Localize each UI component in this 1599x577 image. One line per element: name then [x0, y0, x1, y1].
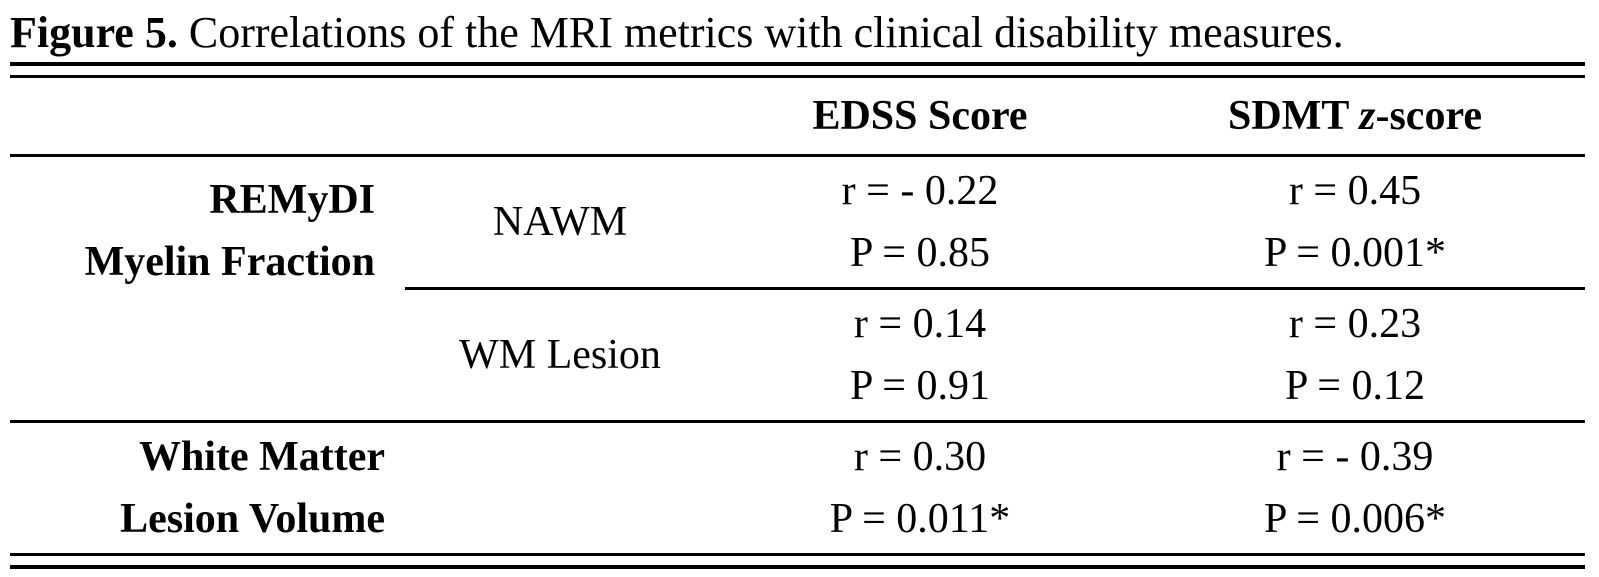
group-label-line2: Myelin Fraction — [84, 239, 375, 285]
cell-wmlesion-edss: r = 0.14 P = 0.91 — [715, 290, 1125, 423]
p-value-nawm-edss: P = 0.85 — [850, 230, 990, 276]
cell-wmlv-sdmt: r = - 0.39 P = 0.006* — [1125, 423, 1585, 553]
column-header-sdmt-text: SDMT z-score — [1228, 91, 1482, 141]
cell-wmlesion-sdmt: r = 0.23 P = 0.12 — [1125, 290, 1585, 423]
r-value-wmlv-sdmt: r = - 0.39 — [1276, 434, 1434, 480]
r-value-nawm-sdmt: r = 0.45 — [1288, 168, 1422, 214]
bottom-double-rule — [10, 553, 1585, 569]
header-spacer-col1 — [10, 78, 405, 157]
group-label-line2: Lesion Volume — [120, 496, 385, 542]
header-spacer-col2 — [405, 78, 715, 157]
r-value-nawm-edss: r = - 0.22 — [841, 168, 999, 214]
p-value-wmlesion-sdmt: P = 0.12 — [1285, 363, 1425, 409]
row-group-label-white-matter-lesion-volume: White Matter Lesion Volume — [10, 423, 405, 553]
p-value-wmlv-edss: P = 0.011* — [829, 496, 1011, 542]
r-value-wmlv-edss: r = 0.30 — [853, 434, 987, 480]
empty-region-cell — [405, 423, 715, 553]
top-double-rule — [10, 62, 1585, 78]
r-value-wmlesion-sdmt: r = 0.23 — [1288, 301, 1422, 347]
p-value-nawm-sdmt: P = 0.001* — [1264, 230, 1446, 276]
r-value-wmlesion-edss: r = 0.14 — [853, 301, 987, 347]
column-header-sdmt: SDMT z-score — [1125, 78, 1585, 157]
region-label-wm-lesion: WM Lesion — [405, 290, 715, 423]
figure-caption-text: Correlations of the MRI metrics with cli… — [177, 8, 1344, 57]
sdmt-header-post: -score — [1375, 93, 1482, 139]
sdmt-header-pre: SDMT — [1228, 93, 1360, 139]
region-label-nawm: NAWM — [405, 157, 715, 290]
figure-caption: Figure 5. Correlations of the MRI metric… — [10, 0, 1585, 62]
cell-wmlv-edss: r = 0.30 P = 0.011* — [715, 423, 1125, 553]
sdmt-header-zscore-z: z — [1359, 93, 1376, 139]
row-group-label-remydi-myelin-fraction: REMyDI Myelin Fraction — [10, 157, 405, 423]
group-label-line1: White Matter — [138, 434, 385, 480]
p-value-wmlesion-edss: P = 0.91 — [850, 363, 990, 409]
figure-container: Figure 5. Correlations of the MRI metric… — [10, 0, 1585, 569]
figure-label: Figure 5. — [10, 8, 178, 57]
group-label-line1: REMyDI — [209, 177, 375, 223]
correlation-table: EDSS Score SDMT z-score REMyDI Myelin Fr… — [10, 78, 1585, 553]
cell-nawm-sdmt: r = 0.45 P = 0.001* — [1125, 157, 1585, 290]
p-value-wmlv-sdmt: P = 0.006* — [1264, 496, 1446, 542]
cell-nawm-edss: r = - 0.22 P = 0.85 — [715, 157, 1125, 290]
column-header-edss: EDSS Score — [715, 78, 1125, 157]
